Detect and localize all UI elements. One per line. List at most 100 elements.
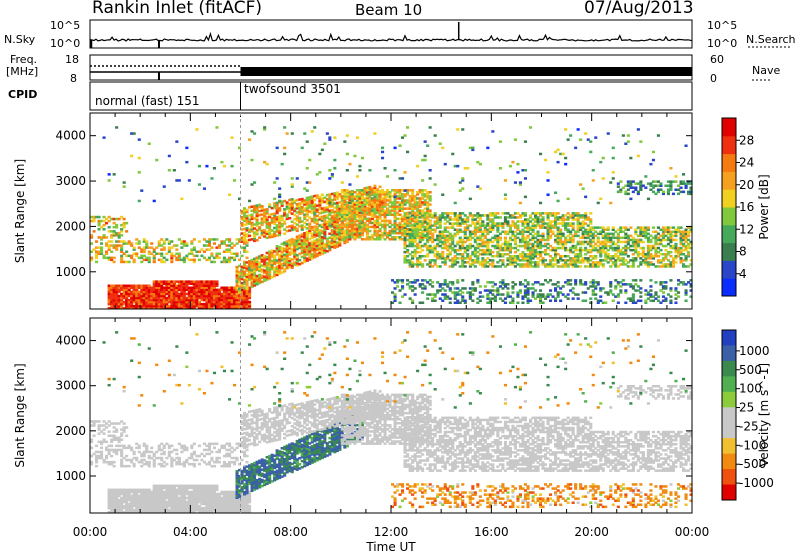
power-panel-cell	[238, 302, 242, 306]
power-panel-cell	[132, 246, 136, 249]
power-panel-cell	[496, 246, 500, 250]
power-panel-cell	[325, 200, 329, 203]
power-panel-cell	[295, 256, 299, 259]
power-panel-cell	[619, 226, 623, 229]
power-panel-cell	[117, 240, 121, 243]
power-panel-cell	[599, 295, 603, 298]
power-panel-cell	[481, 248, 485, 252]
power-panel-cell	[238, 298, 242, 302]
power-panel-cell	[200, 248, 204, 251]
power-panel-cell	[546, 224, 550, 227]
power-panel-cell	[197, 296, 201, 300]
power-panel-cell	[207, 240, 211, 243]
power-panel-cell	[378, 193, 382, 196]
power-panel-cell	[130, 302, 134, 306]
power-panel-cell	[579, 216, 583, 219]
power-panel-cell	[155, 282, 159, 285]
power-panel-cell	[157, 244, 161, 247]
power-panel-cell	[248, 272, 252, 275]
power-panel-cell	[669, 238, 673, 242]
power-panel-cell	[481, 230, 485, 233]
power-panel-cell	[576, 253, 580, 256]
power-panel-cell	[534, 297, 538, 300]
power-panel-cell	[466, 220, 470, 223]
power-panel-cell	[310, 244, 314, 248]
power-panel-cell	[534, 224, 538, 227]
power-panel-cell	[413, 232, 417, 236]
power-panel-cell	[320, 223, 324, 227]
power-panel-cell	[393, 236, 397, 239]
power-panel-cell	[456, 257, 460, 260]
power-panel-cell	[308, 258, 312, 261]
power-panel-cell	[566, 222, 570, 225]
power-panel-cell	[258, 226, 262, 229]
power-panel-cell	[526, 246, 530, 250]
power-panel-cell	[152, 250, 156, 253]
power-panel-cell	[438, 222, 442, 225]
power-panel-cell	[225, 296, 229, 300]
power-panel-cell	[606, 240, 610, 244]
power-panel-cell	[669, 246, 673, 250]
power-panel-cell	[486, 216, 490, 219]
power-panel-cell	[521, 232, 525, 236]
power-panel-cell	[105, 221, 109, 225]
power-panel-cell	[160, 296, 164, 300]
power-panel-cell	[110, 244, 114, 247]
power-panel-cell	[263, 277, 267, 280]
power-panel-cell	[348, 225, 352, 229]
power-panel-cell	[496, 287, 500, 290]
power-panel-cell	[423, 218, 427, 221]
power-panel-cell	[120, 292, 124, 296]
power-panel-cell	[571, 297, 575, 300]
power-panel-cell	[471, 250, 475, 254]
power-panel-cell	[323, 230, 327, 234]
power-panel-cell	[235, 294, 239, 298]
power-panel-cell	[401, 203, 405, 206]
power-panel-cell	[461, 263, 465, 266]
power-panel-cell	[315, 240, 319, 243]
power-panel-cell	[250, 277, 254, 280]
power-panel-cell	[147, 307, 151, 310]
power-panel-cell	[167, 250, 171, 253]
power-panel-cell	[265, 220, 269, 223]
power-panel-cell	[526, 244, 530, 248]
power-panel-cell	[616, 228, 620, 231]
power-panel-cell	[619, 228, 623, 231]
power-panel-cell	[243, 294, 247, 298]
power-panel-cell	[235, 270, 239, 273]
power-panel-cell	[541, 301, 545, 304]
power-panel-cell	[493, 222, 497, 225]
power-panel-cell	[388, 193, 392, 196]
power-panel-cell	[298, 234, 302, 237]
power-panel-cell	[110, 284, 114, 287]
power-panel-cell	[180, 258, 184, 262]
power-panel-cell	[443, 246, 447, 250]
power-panel-cell	[539, 255, 543, 258]
power-panel-cell	[260, 213, 264, 216]
power-panel-cell	[401, 219, 405, 223]
power-panel-cell	[381, 199, 385, 202]
power-panel-cell	[137, 256, 141, 260]
power-panel-cell	[406, 261, 410, 264]
power-panel-cell	[398, 227, 402, 231]
power-panel-cell	[478, 228, 482, 231]
power-panel-cell	[205, 298, 209, 302]
power-panel-cell	[222, 290, 226, 294]
power-panel-cell	[576, 230, 580, 233]
power-panel-cell	[523, 218, 527, 221]
power-panel-cell	[576, 248, 580, 252]
power-panel-cell	[679, 250, 683, 254]
power-panel-cell	[278, 245, 282, 249]
power-panel-cell	[368, 201, 372, 204]
power-panel-cell	[295, 241, 299, 245]
power-panel-cell	[350, 234, 354, 237]
power-panel-cell	[518, 255, 522, 258]
power-panel-cell	[413, 220, 417, 223]
power-panel-cell	[421, 248, 425, 252]
power-panel-cell	[501, 299, 505, 302]
power-panel-cell	[263, 257, 267, 260]
power-panel-cell	[473, 289, 477, 292]
power-panel-cell	[641, 228, 645, 231]
power-panel-cell	[401, 285, 405, 288]
power-panel-cell	[586, 259, 590, 262]
